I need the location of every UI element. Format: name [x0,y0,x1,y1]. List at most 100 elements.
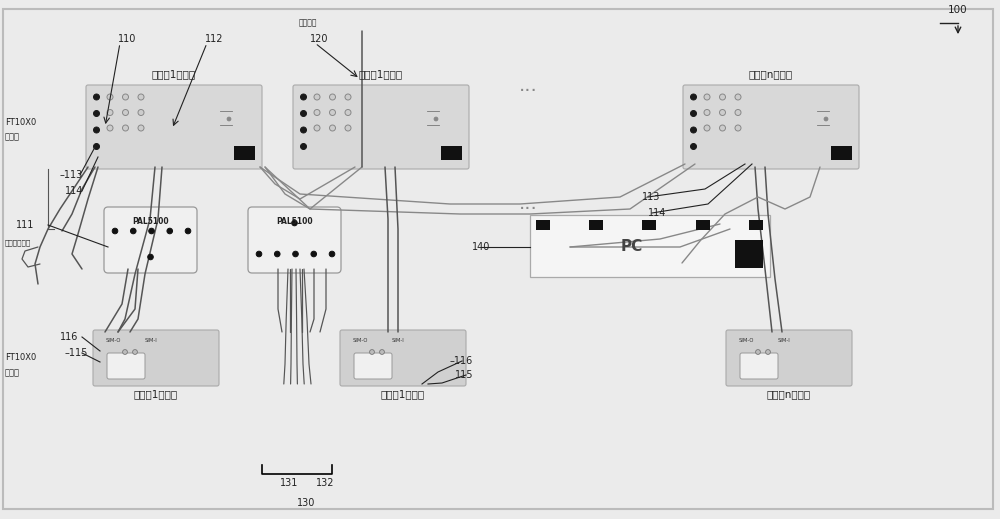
Circle shape [112,228,118,234]
FancyBboxPatch shape [340,330,466,386]
Text: SIM-O: SIM-O [352,338,368,343]
Text: SIM-I: SIM-I [778,338,790,343]
FancyBboxPatch shape [740,353,778,379]
Circle shape [690,94,696,100]
FancyBboxPatch shape [93,330,219,386]
Text: SIM-I: SIM-I [145,338,157,343]
Circle shape [123,125,128,131]
FancyBboxPatch shape [104,207,197,273]
Text: –115: –115 [65,348,88,358]
Circle shape [167,228,173,234]
Text: 从设备1后面板: 从设备1后面板 [381,389,425,399]
Circle shape [94,127,100,133]
FancyBboxPatch shape [248,207,341,273]
Circle shape [274,251,280,257]
Circle shape [300,127,306,133]
Circle shape [292,220,297,226]
Circle shape [123,350,127,354]
Text: 主设备1后面板: 主设备1后面板 [134,389,178,399]
FancyBboxPatch shape [86,85,262,169]
Circle shape [345,110,351,116]
Circle shape [138,110,144,116]
Text: 115: 115 [455,370,474,380]
Bar [589,220,603,230]
Circle shape [690,143,696,149]
Text: SIM-O: SIM-O [105,338,121,343]
Text: 111: 111 [16,220,34,230]
Circle shape [185,228,191,234]
Circle shape [704,125,710,131]
Circle shape [107,125,113,131]
Text: 主设备1前面板: 主设备1前面板 [152,69,196,79]
Circle shape [720,94,726,100]
Bar [234,145,254,160]
Text: 113: 113 [642,192,660,202]
Circle shape [149,228,154,234]
FancyBboxPatch shape [354,353,392,379]
Text: SIM-I: SIM-I [392,338,404,343]
Text: 100: 100 [948,5,968,15]
Text: 后面板: 后面板 [5,368,20,377]
Text: ···: ··· [519,199,537,218]
Circle shape [735,125,741,131]
Circle shape [314,94,320,100]
Circle shape [123,94,128,100]
Bar [735,240,763,268]
Text: –113: –113 [60,170,83,180]
Circle shape [300,111,306,116]
Bar [440,145,462,160]
Circle shape [720,125,726,131]
Circle shape [329,251,335,257]
Circle shape [130,228,136,234]
Circle shape [138,125,144,131]
Circle shape [107,110,113,116]
Circle shape [300,143,306,149]
Circle shape [314,110,320,116]
Circle shape [690,127,696,133]
Bar [830,145,852,160]
Bar [642,220,656,230]
Text: –116: –116 [450,356,473,366]
Text: SIM-O: SIM-O [738,338,754,343]
Circle shape [735,94,741,100]
Text: 116: 116 [60,332,78,342]
Text: 同步信号输入: 同步信号输入 [5,240,31,247]
Text: 140: 140 [472,242,490,252]
Circle shape [345,125,351,131]
Circle shape [94,143,100,149]
FancyBboxPatch shape [293,85,469,169]
Circle shape [256,251,262,257]
Text: ···: ··· [519,81,537,101]
Circle shape [148,254,153,260]
Circle shape [133,350,137,354]
Circle shape [293,251,298,257]
Circle shape [720,110,726,116]
Circle shape [311,251,317,257]
Text: 时钟信号: 时钟信号 [299,18,317,27]
Circle shape [227,117,231,121]
Circle shape [434,117,438,121]
Text: 112: 112 [205,34,223,44]
Text: 前面板: 前面板 [5,132,20,142]
Circle shape [345,94,351,100]
Circle shape [314,125,320,131]
Circle shape [300,94,306,100]
FancyBboxPatch shape [726,330,852,386]
Circle shape [370,350,374,354]
Bar [749,220,763,230]
Circle shape [824,117,828,121]
Circle shape [123,110,128,116]
Text: 120: 120 [310,34,328,44]
Text: 110: 110 [118,34,136,44]
Text: PC: PC [621,239,643,253]
Text: 114: 114 [648,208,666,218]
Circle shape [94,94,100,100]
FancyBboxPatch shape [107,353,145,379]
Text: FT10X0: FT10X0 [5,117,36,127]
Text: 从设备n后面板: 从设备n后面板 [767,389,811,399]
Circle shape [735,110,741,116]
Text: 114: 114 [65,186,83,196]
Text: FT10X0: FT10X0 [5,352,36,362]
Circle shape [330,125,336,131]
Bar [696,220,710,230]
